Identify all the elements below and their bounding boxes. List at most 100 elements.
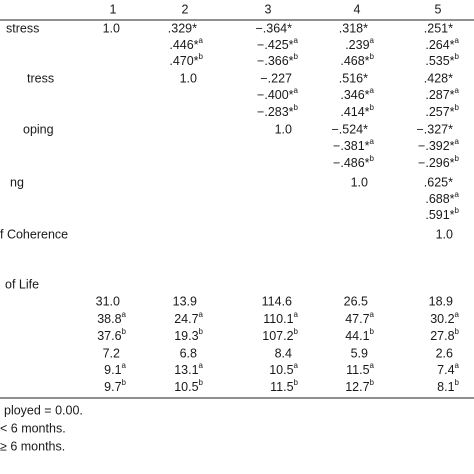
cell: 19.3b [174, 327, 203, 343]
cell-value: 19.3 [174, 329, 198, 343]
cell: .264*a [425, 36, 459, 52]
cell: 114.6 [262, 294, 292, 308]
cell-superscript: a [294, 36, 299, 45]
cell-superscript: a [455, 86, 460, 95]
cell: 5.9 [351, 346, 368, 360]
cell-superscript: a [455, 137, 460, 146]
cell-superscript: b [294, 52, 299, 61]
cell-superscript: b [455, 206, 460, 215]
cell-value: −.366* [257, 54, 294, 68]
cell-value: 10.5 [174, 380, 198, 394]
cell-value: −.381* [333, 139, 370, 153]
cell-value: 7.4 [437, 363, 454, 377]
cell: .239a [345, 36, 374, 52]
cell: 27.8b [430, 327, 459, 343]
cell: 9.1a [104, 361, 126, 377]
cell-value: .468* [340, 54, 369, 68]
cell: −.425*a [257, 36, 299, 52]
cell-value: 38.8 [97, 312, 121, 326]
row-label: f Coherence [0, 227, 68, 241]
cell: 10.5b [174, 378, 203, 394]
footnote: < 6 months. [0, 421, 66, 435]
cell: .346*a [340, 86, 374, 102]
cell-value: −.425* [257, 38, 294, 52]
row-label: stress [6, 21, 39, 35]
cell: 47.7a [345, 310, 374, 326]
cell: 37.6b [97, 327, 126, 343]
cell-value: 44.1 [345, 329, 369, 343]
cell: 7.4a [437, 361, 459, 377]
cell-value: 9.7 [104, 380, 121, 394]
cell: 31.0 [96, 294, 120, 308]
footnote: ≥ 6 months. [0, 439, 65, 453]
cell-value: 24.7 [174, 312, 198, 326]
cell-value: 8.1 [437, 380, 454, 394]
cell-value: −.296* [418, 156, 455, 170]
cell-value: .264* [425, 38, 454, 52]
row-label: ng [10, 175, 24, 189]
cell-value: −.283* [257, 105, 294, 119]
cell-superscript: b [294, 378, 299, 387]
cell-superscript: a [199, 361, 204, 370]
cell: 24.7a [174, 310, 203, 326]
column-header: 5 [435, 2, 442, 16]
cell-value: 10.5 [269, 363, 293, 377]
cell: 26.5 [344, 294, 368, 308]
cell: 10.5a [269, 361, 298, 377]
cell: .591*b [425, 206, 459, 222]
cell-value: .257* [425, 105, 454, 119]
cell: −.524* [332, 122, 369, 136]
cell-value: −.486* [333, 156, 370, 170]
cell-superscript: b [199, 52, 204, 61]
cell-superscript: a [370, 137, 375, 146]
cell-superscript: b [455, 52, 460, 61]
cell-superscript: a [199, 36, 204, 45]
cell: .329* [168, 21, 197, 35]
cell-value: 37.6 [97, 329, 121, 343]
cell-value: .591* [425, 208, 454, 222]
row-label: tress [27, 71, 54, 85]
cell: −.283*b [257, 103, 299, 119]
cell-value: 11.5 [270, 380, 293, 394]
cell: −.381*a [333, 137, 375, 153]
cell-superscript: a [455, 310, 460, 319]
cell: .287*a [425, 86, 459, 102]
cell-superscript: a [294, 361, 299, 370]
row-label: oping [23, 122, 54, 136]
row-label: of Life [5, 277, 39, 291]
cell: −.227 [260, 71, 292, 85]
cell-value: 27.8 [430, 329, 454, 343]
cell-superscript: b [294, 327, 299, 336]
cell-superscript: a [455, 36, 460, 45]
cell: .257*b [425, 103, 459, 119]
cell-superscript: b [122, 327, 127, 336]
cell-superscript: a [370, 36, 375, 45]
cell-superscript: b [370, 52, 375, 61]
cell: −.400*a [257, 86, 299, 102]
cell: −.296*b [418, 154, 460, 170]
cell: .251* [424, 21, 453, 35]
cell-value: 12.7 [345, 380, 369, 394]
cell: .535*b [425, 52, 459, 68]
cell: 8.4 [275, 346, 292, 360]
cell: 1.0 [103, 21, 120, 35]
cell: 44.1b [345, 327, 374, 343]
cell-value: .535* [425, 54, 454, 68]
cell-superscript: b [199, 327, 204, 336]
cell-superscript: a [455, 361, 460, 370]
cell: 13.9 [173, 294, 197, 308]
footnote: ployed = 0.00. [4, 403, 83, 417]
cell: 11.5a [346, 361, 374, 377]
cell: 18.9 [429, 294, 453, 308]
cell: .414*b [340, 103, 374, 119]
column-header: 3 [265, 2, 272, 16]
cell-value: −.400* [257, 88, 294, 102]
cell-superscript: b [370, 378, 375, 387]
cell-value: 107.2 [262, 329, 293, 343]
cell-value: .470* [169, 54, 198, 68]
cell-superscript: b [294, 103, 299, 112]
cell: 1.0 [180, 71, 197, 85]
cell-value: .414* [340, 105, 369, 119]
cell-superscript: b [370, 327, 375, 336]
cell: −.327* [417, 122, 454, 136]
